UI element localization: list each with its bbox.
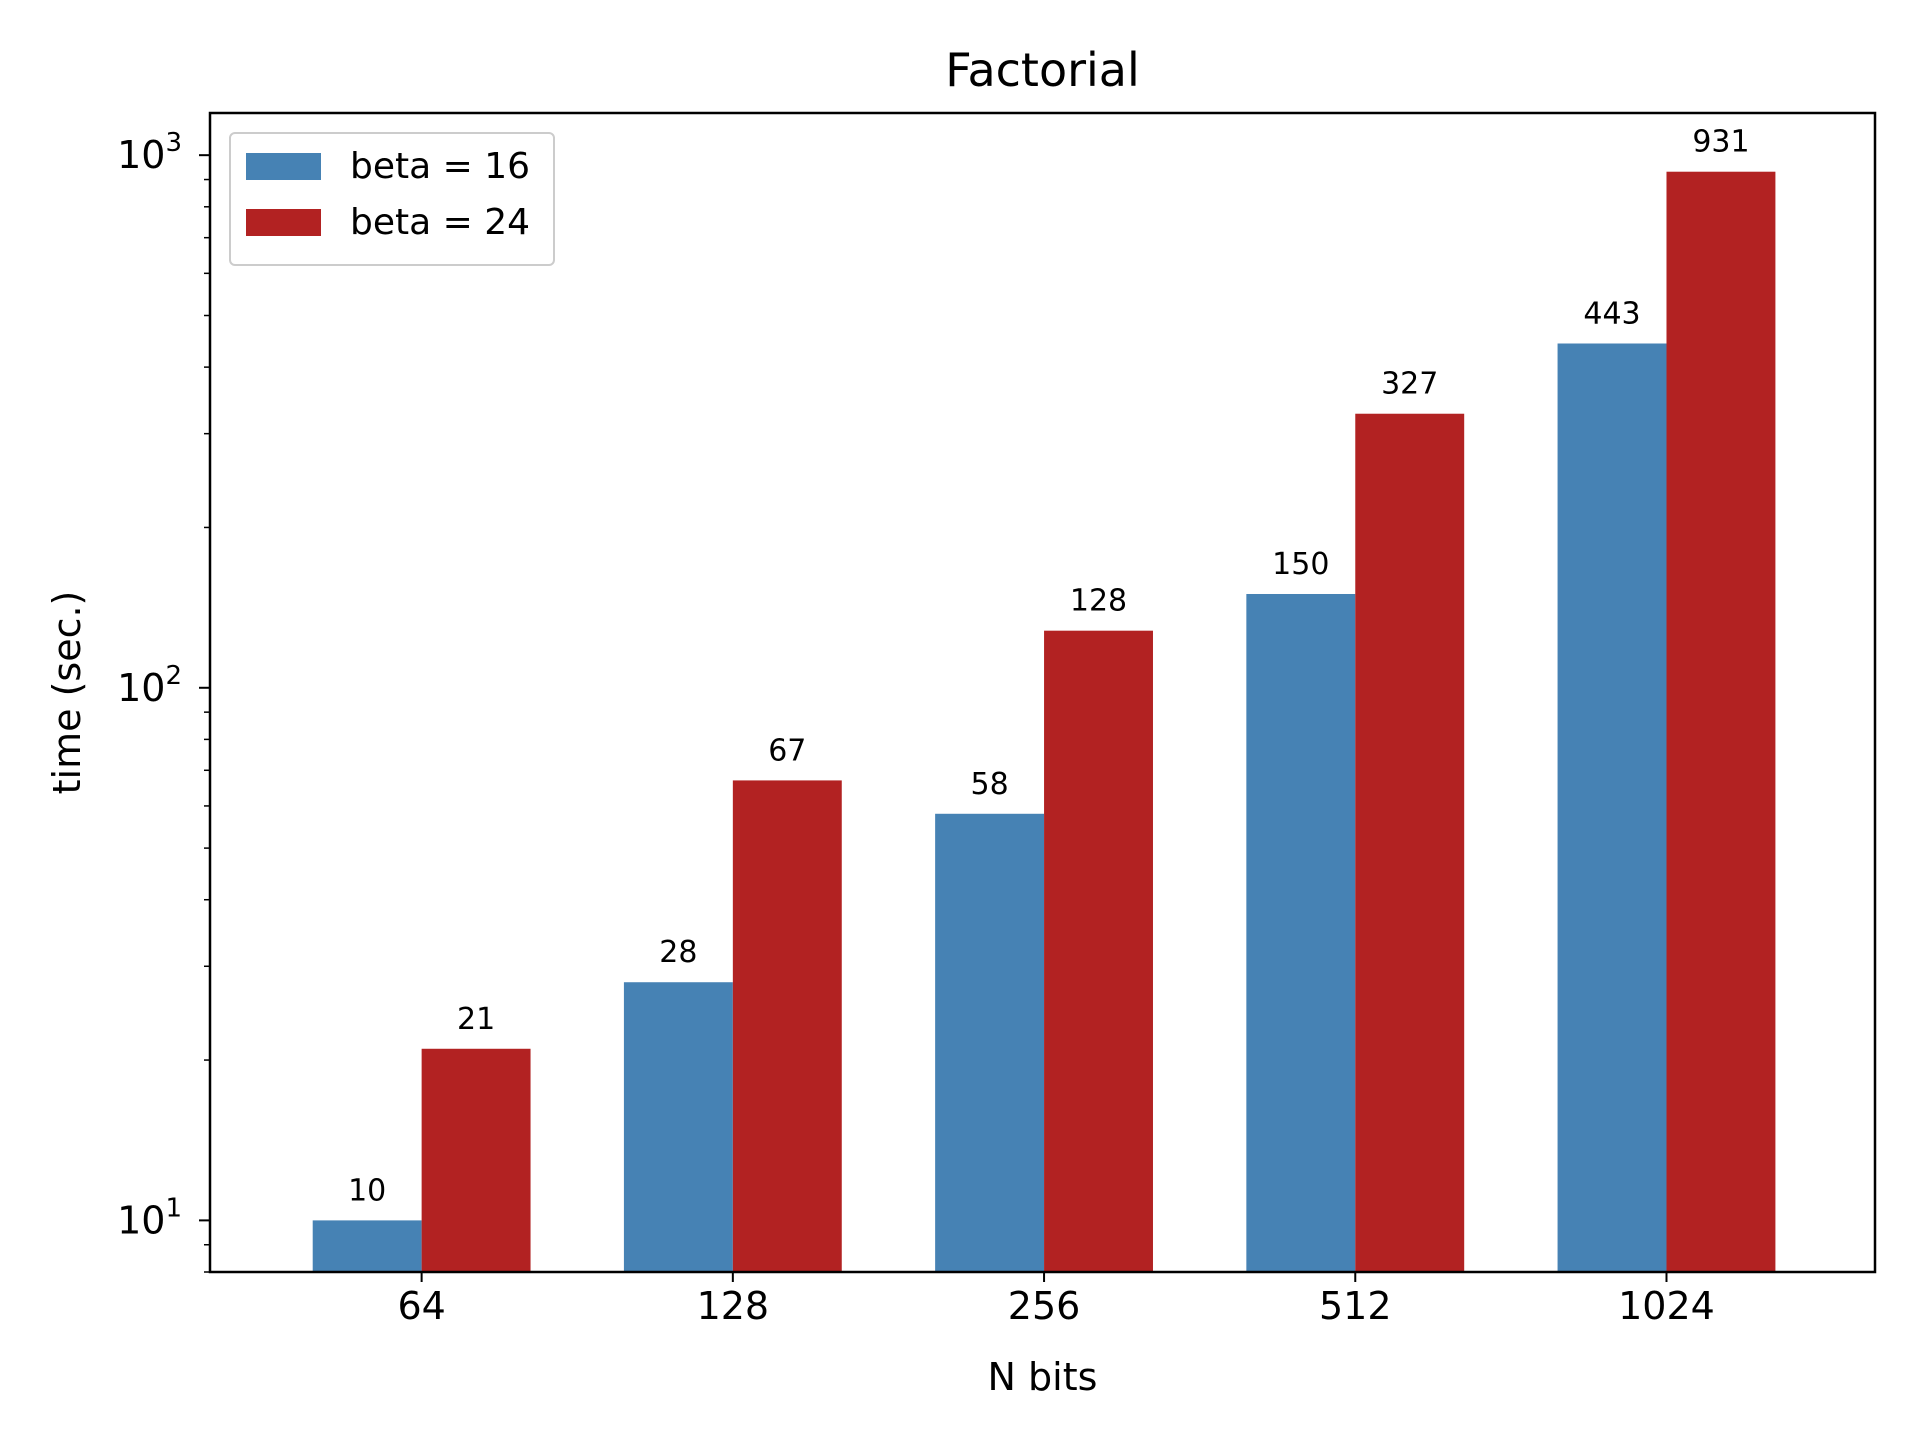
bar-value-label: 931 [1692, 125, 1749, 160]
bar-value-label: 21 [457, 1002, 495, 1037]
bar-value-label: 28 [659, 935, 697, 970]
x-axis-label: N bits [988, 1355, 1098, 1399]
bar [1044, 630, 1153, 1272]
bar-value-label: 443 [1583, 297, 1640, 332]
y-tick-label: 103 [117, 128, 182, 177]
bar [421, 1048, 531, 1272]
plot-frame [208, 111, 1877, 1274]
bar-value-label: 327 [1381, 367, 1438, 402]
bar-value-label: 58 [970, 767, 1008, 802]
bar [732, 780, 842, 1272]
bar [1355, 413, 1465, 1272]
legend: beta = 16 beta = 24 [229, 132, 555, 266]
chart-title: Factorial [945, 43, 1140, 97]
bar [1666, 171, 1776, 1272]
x-tick-label: 512 [1319, 1284, 1392, 1328]
bar [935, 813, 1045, 1272]
y-tick-label: 101 [117, 1193, 182, 1242]
y-axis-label: time (sec.) [45, 591, 89, 795]
bar [1246, 593, 1356, 1272]
legend-swatch [246, 153, 321, 180]
x-tick-label: 128 [697, 1284, 770, 1328]
bar [623, 982, 733, 1272]
bar-value-label: 67 [768, 733, 806, 768]
y-tick-label: 102 [117, 661, 182, 710]
legend-label: beta = 24 [350, 202, 530, 243]
bar [312, 1220, 422, 1272]
bar-value-label: 128 [1070, 584, 1127, 619]
bar [1557, 343, 1667, 1272]
x-axis-ticks: 64 128 256 512 1024 [397, 1272, 1715, 1328]
x-tick-label: 64 [397, 1284, 445, 1328]
legend-label: beta = 16 [350, 146, 530, 187]
x-tick-label: 1024 [1618, 1284, 1715, 1328]
bar-value-label: 10 [348, 1173, 386, 1208]
legend-swatch [246, 209, 321, 236]
value-labels-layer: 10 21 28 67 58 128 150 327 443 931 [348, 125, 1750, 1209]
bars-layer [312, 171, 1776, 1272]
x-tick-label: 256 [1008, 1284, 1081, 1328]
bar-value-label: 150 [1272, 547, 1329, 582]
y-axis-ticks: 101 102 103 [117, 128, 210, 1273]
